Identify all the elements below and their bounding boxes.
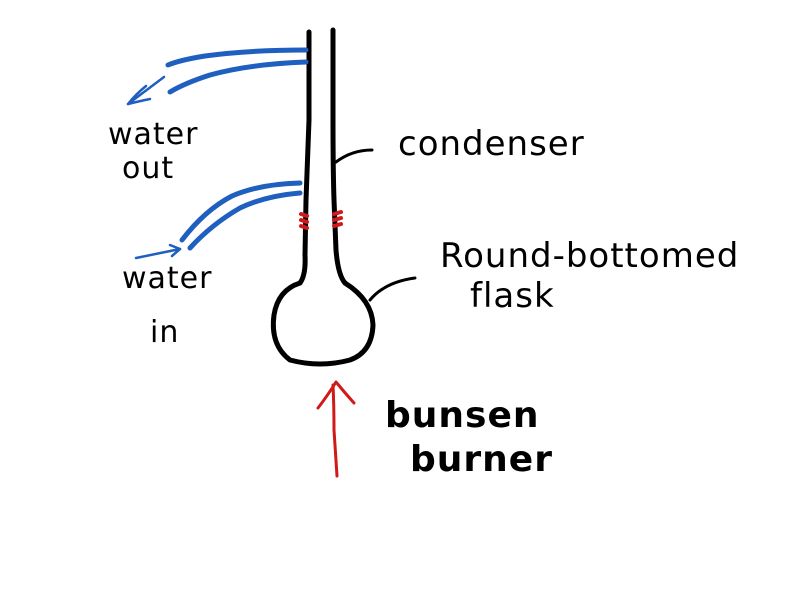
clamp-right — [332, 210, 343, 228]
water-in-tube-lower — [187, 190, 303, 251]
flask-label-line1: Round-bottomed — [440, 236, 740, 276]
burner-label-line2: burner — [410, 439, 553, 480]
water-out-tube-lower — [167, 59, 309, 95]
condenser-tube-right — [330, 27, 348, 286]
condenser-tube-left — [297, 29, 312, 286]
condenser-label: condenser — [398, 124, 585, 164]
flask-label-line2: flask — [470, 276, 555, 316]
water-out-label-line2: out — [122, 151, 175, 186]
arrow-left-down-icon — [126, 75, 166, 106]
water-in-label-line2: in — [150, 315, 180, 350]
burner-label-line1: bunsen — [385, 395, 540, 436]
clamp-left — [299, 212, 309, 230]
water-in-tube-upper — [179, 180, 303, 243]
water-out-label-line1: water — [108, 117, 199, 152]
flask-pointer-line — [368, 276, 417, 302]
condenser-pointer-line — [334, 148, 374, 164]
arrow-right-icon — [134, 243, 182, 260]
water-in-label-line1: water — [122, 261, 213, 296]
water-out-tube-upper — [165, 47, 309, 68]
round-bottomed-flask — [270, 280, 376, 367]
arrow-up-icon — [316, 380, 356, 478]
